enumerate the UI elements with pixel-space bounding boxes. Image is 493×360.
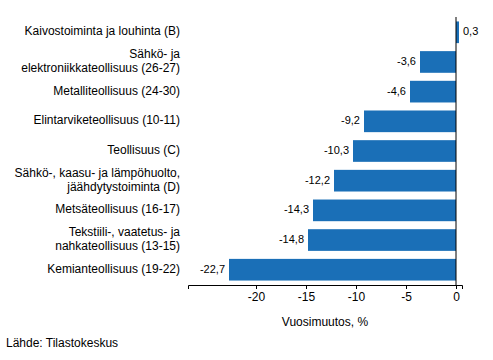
data-label: -14,8 [279, 233, 304, 245]
data-label: -9,2 [341, 114, 360, 126]
bar [353, 140, 456, 162]
tick: -20 [248, 285, 266, 304]
bar [308, 229, 456, 251]
data-label: -14,3 [284, 203, 309, 215]
data-label: 0,3 [463, 25, 478, 37]
y-axis: Kaivostoiminta ja louhinta (B) Sähkö- jae… [15, 24, 181, 275]
tick: -10 [348, 285, 366, 304]
chart: -20 -15 -10 -5 0 Kaivostoiminta ja louhinta (… [0, 0, 493, 360]
category-label: Sähkö- jaelektroniikkateollisuus (26-27) [21, 47, 180, 75]
bar [364, 110, 456, 132]
bar [410, 81, 456, 103]
tick-label: -15 [298, 290, 316, 304]
category-label: Tekstiili-, vaatetus- janahkateollisuus … [55, 225, 180, 253]
bars [229, 21, 459, 280]
data-label: -4,6 [387, 85, 406, 97]
category-label: Metalliteollisuus (24-30) [53, 84, 180, 98]
category-label: Metsäteollisuus (16-17) [55, 203, 180, 217]
source: Lähde: Tilastokeskus [6, 336, 118, 350]
category-label: Elintarviketeollisuus (10-11) [33, 113, 180, 127]
tick: -15 [298, 285, 316, 304]
tick-label: -20 [248, 290, 266, 304]
category-label: Kemianteollisuus (19-22) [47, 262, 180, 276]
tick-label: 0 [453, 290, 460, 304]
tick: 0 [453, 285, 460, 304]
category-label: Kaivostoiminta ja louhinta (B) [25, 24, 180, 38]
axis-title: Vuosimuutos, % [282, 315, 369, 329]
data-label: -12,2 [305, 174, 330, 186]
bar [313, 200, 456, 222]
tick-label: -10 [348, 290, 366, 304]
axis-line [189, 286, 463, 290]
bar [229, 259, 456, 281]
tick-mark [256, 285, 257, 289]
tick-label: -5 [401, 290, 412, 304]
tick-mark [306, 285, 307, 289]
bar [334, 170, 456, 192]
x-axis: -20 -15 -10 -5 0 [189, 285, 463, 304]
tick-mark [356, 285, 357, 289]
tick: -5 [401, 285, 412, 304]
category-label: Teollisuus (C) [107, 143, 180, 157]
data-label: -10,3 [324, 144, 349, 156]
data-label: -3,6 [397, 55, 416, 67]
data-labels: 0,3 -3,6 -4,6 -9,2 -10,3 -12,2 -14,3 -14,8 -22,7 [200, 25, 478, 274]
data-label: -22,7 [200, 263, 225, 275]
tick-mark [456, 285, 457, 289]
category-label: Sähkö-, kaasu- ja lämpöhuolto,jäähdytyst… [15, 166, 180, 194]
tick-mark [406, 285, 407, 289]
zero-line [456, 17, 457, 285]
bar [420, 51, 456, 73]
